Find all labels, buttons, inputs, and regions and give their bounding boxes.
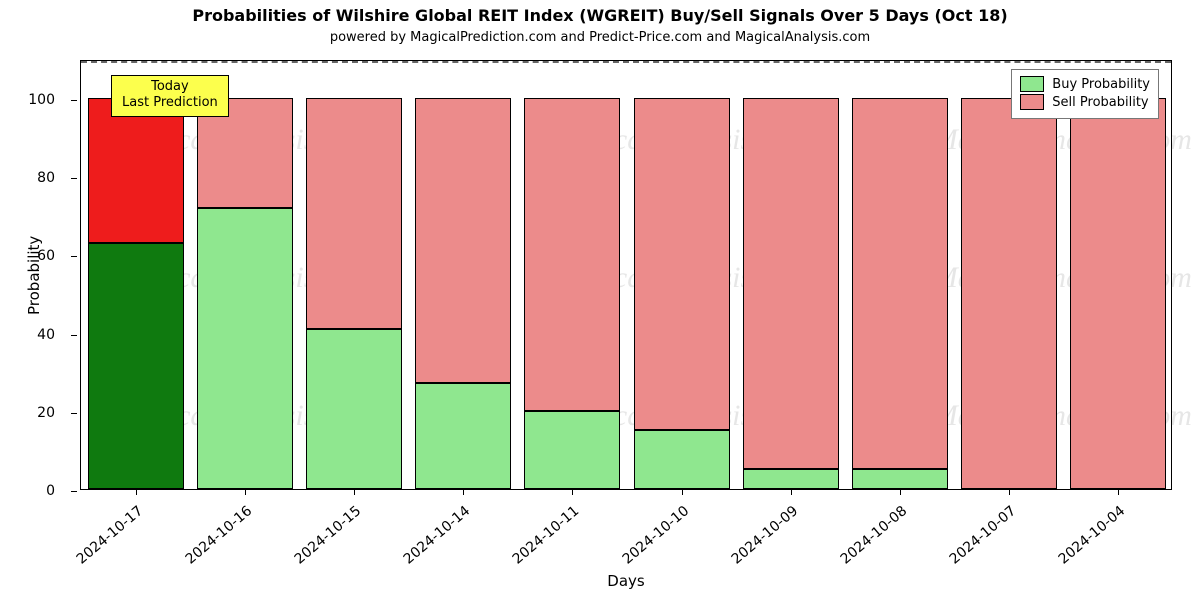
figure: Probabilities of Wilshire Global REIT In…	[0, 0, 1200, 600]
bar-segment-sell	[1070, 98, 1166, 489]
legend: Buy Probability Sell Probability	[1011, 69, 1159, 119]
bar-segment-buy	[306, 329, 402, 489]
bar-group	[743, 98, 839, 489]
x-tick-mark	[900, 489, 901, 495]
bar-segment-buy	[197, 208, 293, 489]
chart-subtitle: powered by MagicalPrediction.com and Pre…	[0, 30, 1200, 45]
x-axis-label: Days	[80, 572, 1172, 590]
x-tick-mark	[245, 489, 246, 495]
bar-segment-buy	[852, 469, 948, 489]
x-tick-mark	[682, 489, 683, 495]
y-tick-label: 80	[15, 170, 55, 186]
reference-line	[81, 61, 1171, 63]
bar-group	[961, 98, 1057, 489]
y-tick-mark	[71, 413, 77, 414]
x-tick-mark	[1118, 489, 1119, 495]
today-callout-line1: Today	[122, 79, 218, 95]
x-tick-mark	[572, 489, 573, 495]
bar-segment-sell	[88, 98, 184, 243]
plot-area: MagicalAnalysis.comMagicalAnalysis.comMa…	[80, 60, 1172, 490]
bar-segment-buy	[415, 383, 511, 489]
bar-group	[1070, 98, 1166, 489]
bar-group	[415, 98, 511, 489]
y-tick-label: 100	[15, 92, 55, 108]
y-tick-mark	[71, 256, 77, 257]
legend-swatch	[1020, 94, 1044, 110]
bar-group	[197, 98, 293, 489]
bar-segment-sell	[415, 98, 511, 383]
bar-segment-sell	[743, 98, 839, 469]
y-tick-mark	[71, 178, 77, 179]
today-callout: TodayLast Prediction	[111, 75, 229, 117]
y-axis-label: Probability	[25, 236, 43, 315]
chart-title: Probabilities of Wilshire Global REIT In…	[0, 6, 1200, 25]
bar-segment-sell	[961, 98, 1057, 489]
y-tick-label: 20	[15, 405, 55, 421]
x-tick-mark	[136, 489, 137, 495]
x-tick-mark	[463, 489, 464, 495]
bar-group	[88, 98, 184, 489]
bar-segment-buy	[524, 411, 620, 489]
legend-label: Buy Probability	[1052, 77, 1150, 92]
bar-group	[634, 98, 730, 489]
y-tick-mark	[71, 335, 77, 336]
x-tick-mark	[354, 489, 355, 495]
y-tick-label: 40	[15, 327, 55, 343]
bar-segment-sell	[852, 98, 948, 469]
bar-group	[524, 98, 620, 489]
legend-label: Sell Probability	[1052, 95, 1148, 110]
bar-segment-sell	[524, 98, 620, 411]
legend-item: Sell Probability	[1020, 94, 1150, 110]
bar-segment-sell	[306, 98, 402, 329]
bar-group	[306, 98, 402, 489]
x-tick-mark	[791, 489, 792, 495]
today-callout-line2: Last Prediction	[122, 95, 218, 111]
x-tick-mark	[1009, 489, 1010, 495]
bar-segment-buy	[634, 430, 730, 489]
bar-segment-sell	[634, 98, 730, 430]
bar-segment-buy	[88, 243, 184, 489]
y-tick-label: 0	[15, 483, 55, 499]
y-tick-mark	[71, 491, 77, 492]
legend-swatch	[1020, 76, 1044, 92]
legend-item: Buy Probability	[1020, 76, 1150, 92]
y-tick-mark	[71, 100, 77, 101]
bar-group	[852, 98, 948, 489]
bar-segment-buy	[743, 469, 839, 489]
